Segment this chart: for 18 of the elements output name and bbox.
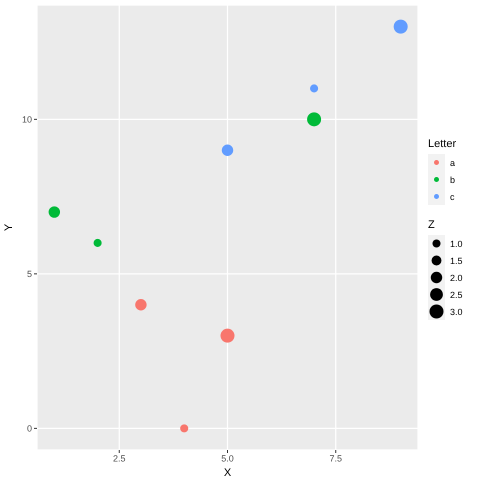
y-tick-label: 10 bbox=[22, 114, 32, 125]
legend-label: 1.5 bbox=[450, 256, 463, 266]
x-tick-label: 5.0 bbox=[221, 453, 234, 464]
legend-label: 3.0 bbox=[450, 306, 463, 316]
legend-label: 2.5 bbox=[450, 290, 463, 300]
legend-label: 2.0 bbox=[450, 272, 463, 282]
legend-label: a bbox=[450, 158, 456, 168]
text: Z bbox=[428, 219, 436, 231]
legend-label: c bbox=[450, 192, 454, 202]
legend-label: b bbox=[450, 174, 456, 184]
y-axis-title: Y bbox=[2, 223, 15, 232]
legend-title: Letter bbox=[428, 138, 458, 150]
x-tick-label: 2.5 bbox=[113, 453, 126, 464]
x-tick-label: 7.5 bbox=[329, 453, 342, 464]
y-tick-label: 5 bbox=[26, 269, 32, 280]
legend-label: 1.0 bbox=[450, 238, 463, 248]
x-axis-title: X bbox=[224, 467, 232, 479]
y-tick-label: 0 bbox=[26, 424, 32, 434]
